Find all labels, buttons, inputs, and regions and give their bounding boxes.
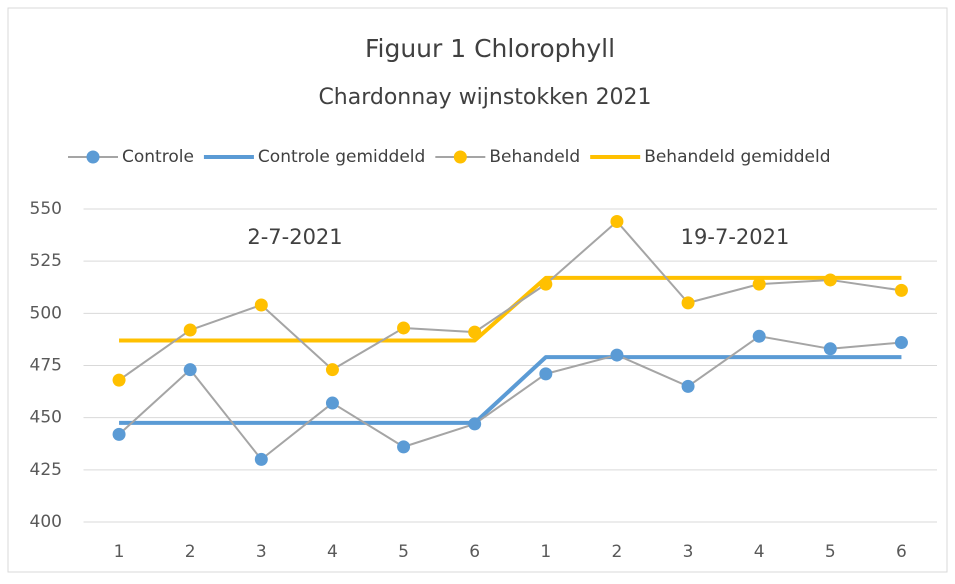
x-tick-label: 4 — [754, 542, 765, 562]
data-point — [183, 323, 197, 337]
legend-marker — [453, 150, 467, 164]
data-point — [752, 277, 766, 291]
data-point — [183, 363, 197, 377]
x-tick-label: 3 — [256, 542, 267, 562]
data-point — [752, 329, 766, 343]
x-tick-label: 5 — [398, 542, 409, 562]
x-tick-label: 5 — [825, 542, 836, 562]
y-tick-label: 525 — [30, 251, 62, 271]
data-point — [823, 273, 837, 287]
y-tick-label: 400 — [30, 512, 62, 532]
series-line — [119, 355, 902, 425]
series-line — [118, 220, 902, 381]
chart-title: Figuur 1 Chlorophyll — [365, 34, 615, 63]
y-tick-label: 425 — [30, 460, 62, 480]
annotation: 2-7-2021 — [247, 225, 342, 249]
data-point — [112, 373, 126, 387]
legend-label: Behandeld — [489, 147, 580, 167]
legend-label: Controle — [122, 147, 194, 167]
data-point — [254, 298, 268, 312]
chart-border — [7, 7, 948, 573]
legend-marker — [86, 150, 100, 164]
data-point — [610, 348, 624, 362]
data-point — [681, 296, 695, 310]
x-tick-label: 6 — [469, 542, 480, 562]
data-point — [325, 396, 339, 410]
legend-label: Behandeld gemiddeld — [644, 147, 830, 167]
data-point — [468, 417, 482, 431]
x-tick-label: 1 — [540, 542, 551, 562]
y-tick-label: 475 — [30, 356, 62, 376]
chart-subtitle: Chardonnay wijnstokken 2021 — [318, 85, 651, 110]
x-tick-label: 6 — [896, 542, 907, 562]
legend-label: Controle gemiddeld — [258, 147, 425, 167]
series-line — [118, 335, 902, 461]
data-point — [397, 440, 411, 454]
x-tick-label: 3 — [683, 542, 694, 562]
y-tick-label: 450 — [30, 408, 62, 428]
data-point — [254, 452, 268, 466]
x-tick-label: 1 — [114, 542, 125, 562]
y-tick-label: 550 — [30, 199, 62, 219]
data-point — [539, 367, 553, 381]
data-point — [468, 325, 482, 339]
data-point — [325, 363, 339, 377]
data-point — [894, 336, 908, 350]
data-point — [539, 277, 553, 291]
annotation: 19-7-2021 — [681, 225, 790, 249]
y-tick-label: 500 — [30, 303, 62, 323]
data-point — [112, 427, 126, 441]
data-point — [397, 321, 411, 335]
data-point — [610, 215, 624, 229]
x-tick-label: 2 — [612, 542, 623, 562]
data-point — [894, 283, 908, 297]
data-point — [681, 379, 695, 393]
x-tick-label: 4 — [327, 542, 338, 562]
data-point — [823, 342, 837, 356]
x-tick-label: 2 — [185, 542, 196, 562]
